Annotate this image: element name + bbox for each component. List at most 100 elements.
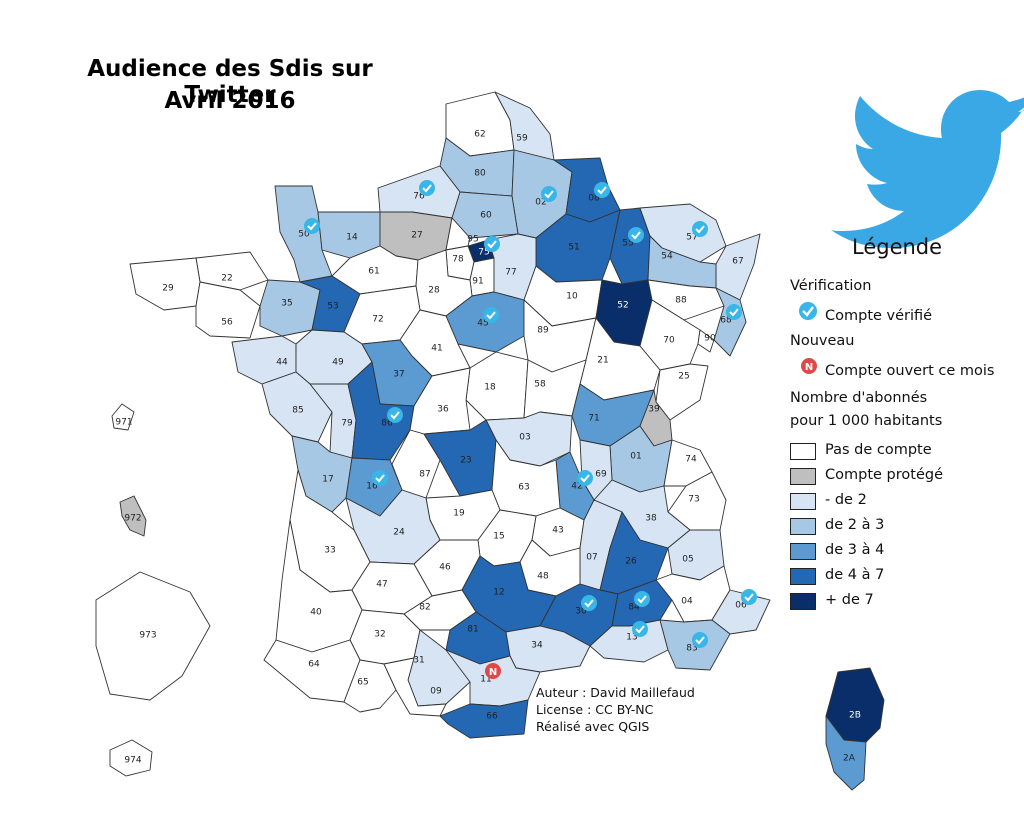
department-label: 26	[625, 557, 637, 567]
legend-class-label: de 3 à 4	[825, 542, 885, 558]
verified-badge-icon	[484, 236, 500, 252]
department-label: 50	[298, 230, 310, 240]
department-label: 29	[162, 284, 174, 294]
department-68	[713, 287, 747, 357]
verified-badge-icon	[419, 180, 435, 196]
department-label: 70	[663, 336, 675, 346]
department-label: 23	[460, 456, 471, 466]
verified-badge-icon	[483, 307, 499, 323]
legend-verification-heading: Vérification	[790, 278, 872, 294]
department-90	[697, 329, 715, 353]
verified-badge-icon	[741, 589, 757, 605]
department-label: 91	[472, 277, 483, 287]
verified-badge-icon	[632, 621, 648, 637]
status-badges: N	[304, 180, 757, 679]
department-60	[451, 191, 519, 239]
legend-swatch	[790, 443, 816, 460]
verified-badge-icon	[628, 227, 644, 243]
department-label: 38	[645, 514, 657, 524]
department-label: 25	[678, 372, 689, 382]
department-label: 56	[221, 318, 233, 328]
department-972	[119, 495, 147, 537]
department-label: 2A	[843, 754, 856, 764]
department-label: 74	[685, 455, 697, 465]
svg-text:N: N	[489, 667, 497, 678]
new-account-badge-icon: N	[801, 358, 817, 374]
department-label: 35	[281, 299, 292, 309]
department-label: 82	[419, 603, 430, 613]
legend-class-label: de 2 à 3	[825, 517, 885, 533]
department-label: 974	[124, 756, 141, 766]
department-label: 67	[732, 257, 743, 267]
department-label: 55	[622, 239, 633, 249]
department-label: 77	[505, 268, 516, 278]
verified-badge-icon	[581, 595, 597, 611]
department-label: 18	[484, 383, 496, 393]
department-label: 48	[537, 572, 549, 582]
department-label: 10	[566, 292, 578, 302]
department-label: 69	[595, 470, 607, 480]
legend-swatch	[790, 468, 816, 485]
credits-license: License : CC BY-NC	[536, 702, 654, 717]
map-title: Audience des Sdis sur Twitter	[87, 56, 373, 108]
department-label: 66	[486, 712, 498, 722]
department-label: 88	[675, 296, 687, 306]
department-label: 24	[393, 528, 405, 538]
verified-badge-icon	[634, 591, 650, 607]
department-label: 13	[626, 633, 637, 643]
verified-badge-icon	[692, 221, 708, 237]
department-label: 79	[341, 419, 353, 429]
department-label: 14	[346, 233, 358, 243]
department-label: 52	[617, 301, 628, 311]
department-85	[261, 371, 333, 443]
department-label: 95	[467, 235, 478, 245]
department-label: 06	[735, 601, 747, 611]
legend-verified-label: Compte vérifié	[825, 308, 933, 324]
department-label: 49	[332, 358, 344, 368]
department-label: 11	[480, 675, 491, 685]
department-label: 45	[477, 319, 488, 329]
credits: Auteur : David Maillefaud License : CC B…	[536, 684, 695, 735]
legend-swatch	[790, 543, 816, 560]
department-label: 31	[413, 656, 424, 666]
department-label: 60	[480, 211, 492, 221]
department-label: 08	[588, 194, 600, 204]
department-label: 05	[682, 555, 693, 565]
department-974	[109, 739, 153, 777]
department-label: 43	[552, 526, 563, 536]
department-label: 72	[372, 315, 383, 325]
department-label: 30	[575, 607, 587, 617]
department-label: 83	[686, 644, 697, 654]
department-label: 85	[292, 406, 303, 416]
verified-badge-icon	[541, 186, 557, 202]
department-label: 51	[568, 243, 579, 253]
department-label: 75	[478, 248, 489, 258]
department-label: 15	[493, 532, 504, 542]
department-74	[663, 439, 713, 487]
verified-badge-icon	[692, 632, 708, 648]
department-2A	[825, 715, 867, 791]
department-label: 57	[686, 233, 697, 243]
department-label: 47	[376, 580, 387, 590]
department-label: 28	[428, 286, 440, 296]
department-label: 90	[704, 334, 716, 344]
verified-badge-icon	[387, 407, 403, 423]
department-label: 33	[324, 546, 335, 556]
legend-swatch	[790, 568, 816, 585]
legend-new-label: Compte ouvert ce mois	[825, 363, 995, 379]
department-label: 68	[720, 316, 732, 326]
department-label: 36	[437, 405, 449, 415]
legend-class-label: Compte protégé	[825, 467, 943, 483]
department-label: 63	[518, 483, 529, 493]
department-09	[383, 657, 447, 717]
legend-class-label: Pas de compte	[825, 442, 932, 458]
twitter-bird-icon	[831, 90, 1024, 248]
department-label: 03	[519, 433, 530, 443]
department-label: 02	[535, 198, 546, 208]
map-subtitle: Avril 2016	[164, 88, 296, 114]
department-label: 32	[374, 630, 385, 640]
department-18	[465, 351, 529, 421]
legend-class-label: - de 2	[825, 492, 867, 508]
